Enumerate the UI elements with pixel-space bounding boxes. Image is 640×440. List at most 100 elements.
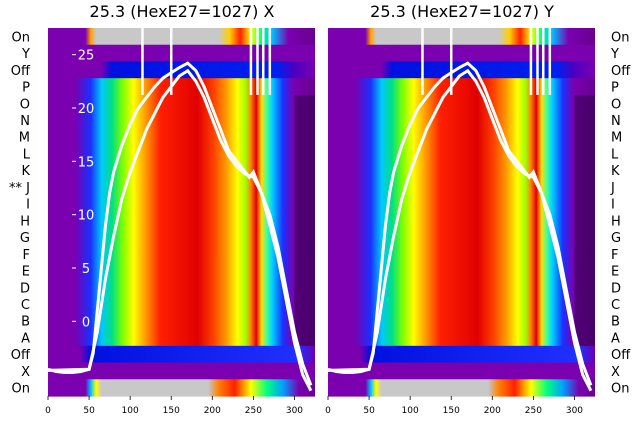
row-label: Off: [11, 348, 31, 363]
overlay-y-tick-label: 10: [78, 209, 95, 224]
row-label: H: [611, 214, 621, 229]
heatmap-row: [48, 94, 315, 113]
heatmap-edge: [294, 94, 315, 346]
x-tick-label: 200: [204, 406, 221, 416]
overlay-y-tick-label: 25: [78, 49, 95, 64]
heatmap-row: [328, 78, 595, 96]
heatmap-row: [48, 362, 315, 380]
heatmap-row: [48, 262, 315, 280]
heatmap-row: [48, 128, 315, 146]
profile-overlay-right: [327, 28, 593, 392]
x-ticks-left: 0 50 100 150 200 250 300: [45, 396, 303, 416]
row-label: On: [611, 382, 629, 397]
heatmap-row: [48, 312, 315, 330]
row-label: E: [22, 265, 30, 280]
heatmap-row: [48, 111, 315, 129]
heatmap-row: [328, 195, 595, 213]
heatmap-row: [328, 379, 595, 397]
heatmap-row: [328, 161, 595, 180]
heatmap-row: [328, 278, 595, 297]
overlay-y-tick-label: 15: [78, 155, 95, 170]
x-tick-label: 300: [566, 406, 583, 416]
row-label: X: [611, 365, 620, 380]
x-ticks-right: 0 50 100 150 200 250 300: [325, 396, 583, 416]
row-label: P: [611, 81, 619, 96]
row-label: A: [611, 332, 620, 347]
heatmap-row: [48, 329, 315, 347]
row-label: I: [26, 198, 30, 213]
row-label: D: [20, 281, 30, 296]
heatmap-row: [328, 329, 595, 347]
row-label: Y: [610, 47, 619, 62]
heatmap-row: [328, 295, 595, 313]
heatmap-row: [328, 145, 595, 163]
row-label: On: [611, 30, 629, 45]
heatmap-edge: [574, 94, 595, 346]
heatmap-row: [328, 94, 595, 113]
row-label: Off: [611, 64, 631, 79]
row-label: Off: [11, 64, 31, 79]
row-label: I: [611, 198, 615, 213]
row-label: J: [610, 181, 615, 196]
row-label: ** J: [9, 181, 30, 196]
x-tick-label: 100: [402, 406, 419, 416]
overlay-y-ticks-left: 0 5 10 15 20 25: [72, 49, 95, 330]
heatmap-row: [328, 262, 595, 280]
x-tick-label: 250: [525, 406, 542, 416]
row-label: K: [611, 164, 620, 179]
x-tick-label: 0: [325, 406, 331, 416]
heatmap-row: [328, 178, 595, 196]
row-label: Off: [611, 348, 631, 363]
heatmap-row: [328, 245, 595, 263]
x-tick-label: 50: [363, 406, 375, 416]
row-label: M: [611, 131, 622, 146]
heatmap-row: [328, 362, 595, 380]
row-label: P: [22, 81, 30, 96]
heatmap-row: [48, 28, 315, 46]
x-tick-label: 0: [45, 406, 51, 416]
overlay-y-tick-label: 0: [82, 315, 90, 330]
heatmap-row: [48, 245, 315, 263]
x-tick-label: 50: [83, 406, 95, 416]
row-label: X: [21, 365, 30, 380]
x-tick-label: 150: [443, 406, 460, 416]
profile-line-alt: [327, 68, 593, 392]
panel-title-left: 25.3 (HexE27=1027) X: [90, 2, 275, 21]
row-label: G: [20, 231, 30, 246]
heatmap-right: [328, 28, 595, 397]
row-label: On: [12, 382, 30, 397]
heatmap-row: [48, 278, 315, 297]
x-tick-label: 100: [122, 406, 139, 416]
heatmap-row: [328, 111, 595, 129]
x-tick-label: 150: [163, 406, 180, 416]
row-label: E: [611, 265, 619, 280]
row-label: H: [20, 214, 30, 229]
heatmap-row: [328, 61, 595, 79]
row-label: O: [20, 97, 30, 112]
heatmap-row: [328, 128, 595, 146]
heatmap-row: [328, 44, 595, 63]
row-label: Y: [21, 47, 30, 62]
heatmap-row: [328, 345, 595, 364]
row-label: F: [23, 248, 30, 263]
row-label: C: [21, 298, 30, 313]
overlay-y-tick-label: 5: [82, 262, 90, 277]
row-label: B: [21, 315, 30, 330]
row-label: D: [611, 281, 621, 296]
row-label: A: [21, 332, 30, 347]
row-label: O: [611, 97, 621, 112]
heatmap-row: [48, 379, 315, 397]
row-label: C: [611, 298, 620, 313]
row-label: F: [611, 248, 618, 263]
row-label: L: [23, 148, 31, 163]
row-label: B: [611, 315, 620, 330]
row-label: K: [21, 164, 30, 179]
panel-title-right: 25.3 (HexE27=1027) Y: [370, 2, 554, 21]
heatmap-row: [48, 295, 315, 313]
overlay-y-tick-label: 20: [78, 102, 95, 117]
heatmap-row: [328, 28, 595, 46]
row-label: On: [12, 30, 30, 45]
